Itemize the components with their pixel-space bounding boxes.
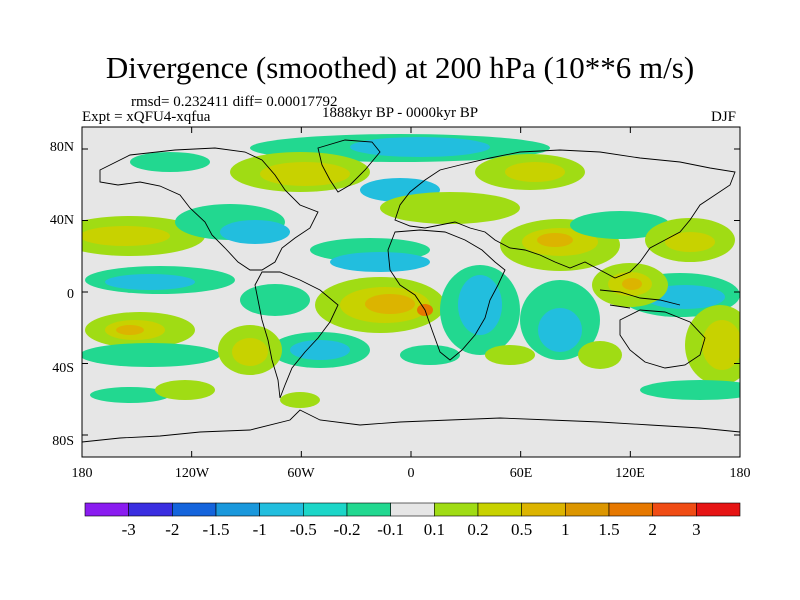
anomaly-blob	[220, 220, 290, 244]
anomaly-blob	[232, 338, 268, 366]
colorbar-label: -1.5	[202, 520, 230, 539]
coast-australia	[619, 309, 706, 369]
coast-indonesia	[599, 289, 681, 309]
colorbar-swatch	[303, 502, 348, 517]
anomaly-blob	[380, 192, 520, 224]
chart-title: Divergence (smoothed) at 200 hPa (10**6 …	[105, 50, 695, 85]
coast-north-america	[99, 147, 319, 271]
colorbar-swatch	[128, 502, 173, 517]
axis-ticks	[81, 127, 741, 457]
colorbar-swatch	[84, 502, 129, 517]
anomaly-blob	[365, 294, 415, 314]
anomaly-blob	[82, 343, 220, 367]
colorbar-swatch	[521, 502, 566, 517]
coast-antarctica	[81, 409, 741, 443]
lon-label: 180	[729, 466, 751, 481]
colorbar-label: 0.5	[511, 520, 533, 539]
colorbar-label: 3	[692, 520, 701, 539]
anomaly-blob	[622, 278, 642, 290]
coastlines	[81, 139, 741, 443]
anomaly-blob	[240, 284, 310, 316]
anomaly-blob	[330, 252, 430, 272]
colorbar-label: 1.5	[598, 520, 620, 539]
anomaly-field	[82, 134, 740, 408]
anomaly-blob	[400, 345, 460, 365]
lon-label: 120W	[174, 466, 210, 481]
anomaly-blob	[640, 380, 740, 400]
colorbar-label: -2	[165, 520, 180, 539]
colorbar-label: -0.1	[377, 520, 405, 539]
colorbar-swatch	[608, 502, 653, 517]
anomaly-blob	[537, 233, 573, 247]
anomaly-blob	[290, 340, 350, 360]
colorbar-swatch	[477, 502, 522, 517]
colorbar-swatch	[652, 502, 697, 517]
anomaly-blob	[665, 232, 715, 252]
anomaly-blob	[505, 162, 565, 182]
lat-label: 0	[67, 287, 74, 302]
lat-label: 80N	[49, 140, 74, 155]
coast-africa	[387, 229, 506, 361]
anomaly-blob	[105, 274, 195, 290]
colorbar-swatch	[390, 502, 435, 517]
stats-line: rmsd= 0.232411 diff= 0.00017792	[131, 94, 338, 110]
period-label: 1888kyr BP - 0000kyr BP	[322, 105, 479, 121]
lat-label: 40N	[49, 213, 74, 228]
colorbar-swatch	[565, 502, 610, 517]
colorbar-swatch	[346, 502, 391, 517]
anomaly-blob	[458, 275, 502, 335]
colorbar-label: 1	[561, 520, 570, 539]
colorbar-swatch	[696, 502, 741, 517]
colorbar	[84, 502, 741, 517]
anomaly-blob	[350, 137, 490, 157]
lat-label: 80S	[52, 434, 74, 449]
anomaly-blob	[130, 152, 210, 172]
lon-label: 180	[71, 466, 93, 481]
anomaly-blob	[538, 308, 582, 352]
colorbar-label: -1	[252, 520, 267, 539]
colorbar-label: -0.5	[289, 520, 317, 539]
anomaly-blob	[578, 341, 622, 369]
anomaly-blob	[82, 226, 170, 246]
colorbar-swatch	[172, 502, 217, 517]
anomaly-blob	[116, 325, 144, 335]
lon-label: 120E	[615, 466, 645, 481]
colorbar-label: 0.1	[423, 520, 445, 539]
coast-eurasia	[394, 149, 736, 279]
anomaly-blob	[90, 387, 170, 403]
season-label: DJF	[711, 109, 737, 125]
colorbar-label: 0.2	[467, 520, 489, 539]
anomaly-blob	[280, 392, 320, 408]
colorbar-swatch	[215, 502, 260, 517]
anomaly-blob	[155, 380, 215, 400]
colorbar-swatch	[434, 502, 479, 517]
anomaly-blob	[260, 162, 350, 186]
experiment-label: Expt = xQFU4-xqfua	[82, 109, 211, 125]
coast-greenland	[317, 139, 381, 193]
lon-label: 60W	[287, 466, 315, 481]
colorbar-swatch	[259, 502, 304, 517]
anomaly-blob	[702, 320, 740, 370]
lat-label: 40S	[52, 361, 74, 376]
colorbar-label: -0.2	[333, 520, 361, 539]
colorbar-label: 2	[648, 520, 657, 539]
anomaly-blob	[570, 211, 670, 239]
coast-south-america	[254, 271, 339, 399]
anomaly-blob	[485, 345, 535, 365]
colorbar-label: -3	[121, 520, 136, 539]
lon-label: 0	[407, 466, 415, 481]
lon-label: 60E	[509, 466, 533, 481]
